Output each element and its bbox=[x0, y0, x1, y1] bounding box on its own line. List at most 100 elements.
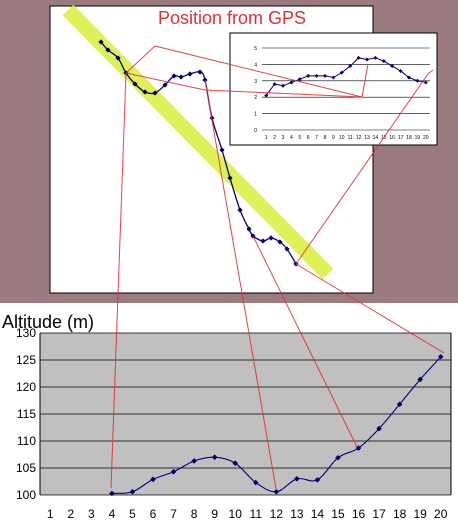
altitude-point bbox=[314, 477, 321, 483]
inset-point bbox=[314, 73, 319, 78]
connector-dip-altitude bbox=[252, 235, 358, 448]
inset-point bbox=[331, 75, 336, 80]
connector-inset-peak bbox=[361, 63, 369, 98]
altitude-point bbox=[376, 425, 382, 432]
inset-x-tick: 20 bbox=[423, 135, 429, 141]
inset-point bbox=[264, 93, 269, 98]
inset-point bbox=[323, 73, 327, 78]
altitude-x-tick: 14 bbox=[311, 507, 325, 521]
inset-x-tick: 12 bbox=[356, 135, 362, 141]
altitude-x-tick: 19 bbox=[413, 507, 427, 521]
inset-x-tick: 3 bbox=[282, 135, 285, 141]
gps-point bbox=[178, 74, 184, 80]
inset-point bbox=[381, 59, 386, 64]
inset-point bbox=[423, 80, 428, 85]
gps-point bbox=[246, 226, 252, 232]
altitude-point bbox=[252, 479, 259, 486]
gps-point bbox=[268, 235, 274, 241]
connector-mid-altitude bbox=[204, 79, 277, 490]
inset-x-tick: 16 bbox=[389, 135, 395, 141]
inset-y-tick: 1 bbox=[254, 112, 257, 118]
altitude-y-tick: 110 bbox=[17, 434, 36, 448]
altitude-y-tick: 100 bbox=[16, 488, 36, 502]
gps-point bbox=[260, 238, 266, 244]
inset-x-tick: 13 bbox=[364, 135, 370, 141]
altitude-point bbox=[335, 454, 341, 461]
inset-x-tick: 1 bbox=[265, 135, 268, 141]
connector-start-altitude bbox=[110, 72, 127, 489]
altitude-x-tick: 15 bbox=[331, 507, 345, 521]
gps-point bbox=[132, 81, 138, 87]
gps-point bbox=[142, 89, 148, 95]
altitude-x-tick: 1 bbox=[47, 507, 54, 521]
inset-y-tick: 5 bbox=[254, 46, 257, 52]
inset-x-tick: 6 bbox=[307, 135, 310, 141]
inset-x-tick: 4 bbox=[290, 135, 293, 141]
altitude-x-tick: 2 bbox=[67, 507, 74, 521]
inset-point bbox=[348, 64, 353, 69]
inset-point bbox=[289, 80, 294, 85]
connector-inset-end bbox=[427, 69, 434, 75]
gps-point bbox=[98, 39, 104, 45]
inset-x-tick: 9 bbox=[332, 135, 335, 141]
inset-point bbox=[339, 70, 344, 75]
inset-y-tick: 3 bbox=[254, 79, 257, 85]
altitude-x-tick: 10 bbox=[229, 507, 243, 521]
altitude-y-tick: 115 bbox=[17, 407, 36, 421]
altitude-y-tick: 105 bbox=[16, 461, 36, 475]
altitude-x-tick: 9 bbox=[211, 507, 218, 521]
altitude-x-tick: 12 bbox=[270, 507, 284, 521]
altitude-x-tick: 5 bbox=[129, 507, 136, 521]
altitude-x-tick: 6 bbox=[150, 507, 157, 521]
gps-point bbox=[197, 69, 203, 75]
inset-x-tick: 19 bbox=[415, 135, 421, 141]
inset-x-tick: 17 bbox=[398, 135, 404, 141]
altitude-x-tick: 13 bbox=[290, 507, 304, 521]
inset-x-tick: 8 bbox=[324, 135, 327, 141]
inset-y-tick: 0 bbox=[254, 128, 257, 134]
altitude-x-tick: 7 bbox=[170, 507, 177, 521]
gps-point bbox=[277, 239, 283, 245]
altitude-x-tick: 18 bbox=[393, 507, 407, 521]
altitude-x-tick: 16 bbox=[352, 507, 366, 521]
altitude-x-tick: 8 bbox=[191, 507, 198, 521]
connector-gps-inset-upper bbox=[125, 45, 156, 74]
altitude-point bbox=[150, 476, 156, 483]
altitude-point bbox=[170, 468, 177, 475]
connector-inset-upper bbox=[154, 45, 363, 98]
gps-point bbox=[162, 82, 168, 88]
gps-point bbox=[284, 246, 290, 252]
altitude-x-tick: 4 bbox=[109, 507, 116, 521]
inset-point bbox=[407, 75, 411, 80]
inset-point bbox=[398, 68, 403, 73]
altitude-point bbox=[191, 458, 197, 464]
inset-point bbox=[356, 55, 361, 60]
inset-y-tick: 2 bbox=[254, 95, 257, 101]
altitude-point bbox=[273, 488, 280, 495]
altitude-x-tick: 3 bbox=[88, 507, 95, 521]
gps-point bbox=[105, 47, 111, 53]
inset-x-tick: 5 bbox=[298, 135, 301, 141]
altitude-point bbox=[232, 460, 239, 466]
inset-x-tick: 7 bbox=[315, 135, 318, 141]
altitude-point bbox=[294, 476, 300, 482]
inset-x-tick: 18 bbox=[406, 135, 412, 141]
connector-end-altitude bbox=[295, 263, 445, 354]
gps-point bbox=[115, 55, 121, 61]
gps-point bbox=[187, 71, 193, 77]
inset-point bbox=[373, 55, 378, 60]
inset-x-tick: 11 bbox=[348, 135, 353, 141]
altitude-point bbox=[396, 401, 403, 408]
connector-lines bbox=[110, 45, 445, 490]
inset-point bbox=[297, 77, 302, 82]
inset-point bbox=[272, 82, 277, 87]
inset-chart-frame bbox=[229, 32, 438, 146]
gps-point bbox=[219, 147, 225, 153]
altitude-y-tick: 125 bbox=[16, 353, 36, 367]
altitude-point bbox=[109, 490, 115, 497]
connector-inset-lower bbox=[204, 89, 363, 98]
altitude-y-tick: 120 bbox=[16, 380, 36, 394]
altitude-y-label: Altitude (m) bbox=[2, 312, 94, 332]
